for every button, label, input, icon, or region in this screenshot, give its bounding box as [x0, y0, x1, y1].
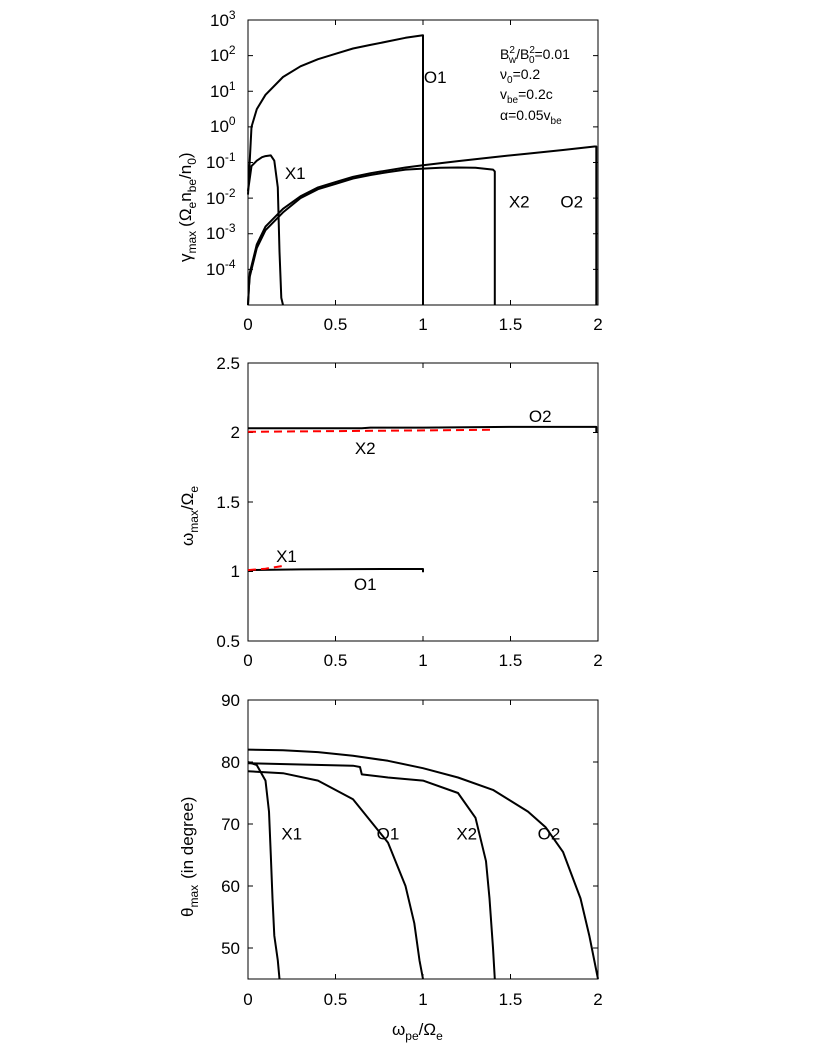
y-tick-label: 10-2: [206, 186, 236, 208]
curve-label-x1: X1: [281, 824, 302, 843]
series-o2-line: [247, 145, 598, 306]
y-tick-label: 2.5: [216, 354, 240, 373]
y-tick-label: 103: [210, 8, 236, 30]
curve-label-x1: X1: [285, 164, 306, 183]
series-o1-line: [247, 568, 424, 573]
x-tick-label: 0: [243, 651, 252, 670]
curve-label-x1: X1: [276, 547, 297, 566]
curve-label-o2: O2: [529, 407, 552, 426]
x-tick-label: 1: [418, 990, 427, 1009]
y-tick-labels: 90 80 70 60 50: [221, 691, 240, 958]
series-x1-dashed-line: [247, 564, 284, 572]
series-o2-line: [247, 748, 599, 980]
curve-labels: O1 X1 X2 O2: [285, 68, 583, 212]
curve-label-o1: O1: [354, 575, 377, 594]
x-tick-label: 0: [243, 315, 252, 334]
y-tick-label: 0.5: [216, 632, 240, 651]
y-tick-label: 70: [221, 815, 240, 834]
x-tick-label: 1.5: [499, 315, 523, 334]
curve-labels: X1 O1 X2 O2: [281, 824, 560, 843]
y-tick-label: 10-1: [206, 150, 236, 172]
y-tick-label: 10-3: [206, 221, 236, 243]
series-x1-line: [247, 761, 281, 980]
parameters-legend: B2 w/B2 0=0.01 ν0=0.2 vbe=0.2c α=0.05vbe: [500, 45, 570, 127]
curve-label-o2: O2: [538, 824, 561, 843]
x-tick-labels: 0 0.5 1 1.5 2: [243, 990, 602, 1009]
x-axis-label: ωpe/Ωe: [392, 1020, 443, 1043]
x-tick-label: 1.5: [499, 651, 523, 670]
y-tick-label: 90: [221, 691, 240, 710]
y-tick-label: 1.5: [216, 493, 240, 512]
param-alpha: α=0.05vbe: [500, 107, 562, 127]
curve-labels: O2 X2 X1 O1: [276, 407, 551, 594]
y-tick-label: 50: [221, 939, 240, 958]
series-x2-line: [247, 166, 496, 306]
curve-label-o1: O1: [377, 824, 400, 843]
curve-label-x2: X2: [509, 193, 530, 212]
growth-rate-panel: O1 X1 X2 O2 103 102 101 100 10-1 10-2 10-3 …: [176, 8, 603, 334]
y-axis-label: ωmax/Ωe: [178, 486, 201, 546]
x-tick-labels: 0 0.5 1 1.5 2: [243, 315, 602, 334]
series-x1-line: [247, 154, 284, 306]
axis-ticks: [247, 362, 599, 642]
x-tick-label: 0.5: [324, 990, 348, 1009]
y-tick-label: 100: [210, 114, 236, 136]
x-tick-label: 1: [418, 315, 427, 334]
x-tick-label: 0.5: [324, 315, 348, 334]
x-tick-label: 2: [593, 315, 602, 334]
y-tick-labels: 2.5 2 1.5 1 0.5: [216, 354, 240, 651]
series-curves: [247, 425, 598, 573]
param-beam-velocity: vbe=0.2c: [500, 86, 553, 106]
y-axis-label: γmax(Ωenbe/n0): [176, 152, 199, 262]
x-tick-label: 0.5: [324, 651, 348, 670]
param-nu: ν0=0.2: [500, 66, 540, 86]
series-curves: [247, 748, 599, 980]
y-tick-label: 2: [231, 423, 240, 442]
series-o1-line: [247, 770, 424, 980]
y-tick-label: 1: [231, 562, 240, 581]
param-field-ratio: B2 w/B2 0=0.01: [500, 45, 570, 66]
series-x2-dashed-line: [247, 428, 495, 433]
x-tick-label: 2: [593, 651, 602, 670]
y-axis-label: θmax(in degree): [178, 797, 201, 917]
x-tick-label: 1.5: [499, 990, 523, 1009]
series-o2-line: [248, 425, 598, 433]
x-tick-label: 2: [593, 990, 602, 1009]
x-tick-labels: 0 0.5 1 1.5 2: [243, 651, 602, 670]
x-tick-label: 0: [243, 990, 252, 1009]
curve-label-x2: X2: [456, 824, 477, 843]
y-tick-label: 102: [210, 43, 236, 65]
y-tick-labels: 103 102 101 100 10-1 10-2 10-3 10-4: [206, 8, 236, 279]
y-tick-label: 101: [210, 79, 236, 101]
x-tick-label: 1: [418, 651, 427, 670]
curve-label-x2: X2: [355, 439, 376, 458]
y-tick-label: 10-4: [206, 257, 236, 279]
series-curves: [247, 34, 598, 306]
series-x2-line: [247, 762, 496, 980]
plot-frame: [247, 362, 599, 642]
curve-label-o1: O1: [424, 68, 447, 87]
series-o1-line: [247, 34, 424, 305]
angle-panel: X1 O1 X2 O2 90 80 70 60 50 0 0.5 1 1.5 2 θm…: [178, 691, 603, 1043]
curve-label-o2: O2: [560, 193, 583, 212]
frequency-panel: O2 X2 X1 O1 2.5 2 1.5 1 0.5 0 0.5 1 1.5 2 ω…: [178, 354, 603, 670]
y-tick-label: 60: [221, 877, 240, 896]
y-tick-label: 80: [221, 753, 240, 772]
